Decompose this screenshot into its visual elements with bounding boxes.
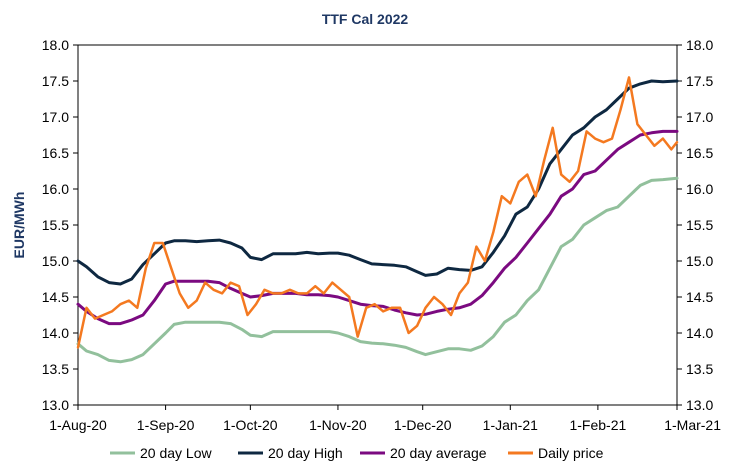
y-tick-label-left: 15.0 [42,253,69,269]
y-tick-label-left: 17.5 [42,73,69,89]
series-line-daily-price [76,76,679,349]
y-tick-label-right: 18.0 [686,37,713,53]
y-tick-label-left: 17.0 [42,109,69,125]
legend-label: 20 day High [268,445,343,461]
tick-labels: 13.0 13.0 13.5 13.5 14.0 14.0 14.5 14.5 15.0 15.0… [42,37,721,433]
y-tick-label-left: 18.0 [42,37,69,53]
legend: 20 day Low 20 day High 20 day average Daily… [110,445,604,461]
x-tick-label: 1-Nov-20 [309,417,367,433]
series-lines [76,76,679,364]
y-tick-label-right: 17.5 [686,73,713,89]
x-tick-label: 1-Dec-20 [394,417,452,433]
x-tick-label: 1-Mar-21 [664,417,721,433]
legend-label: 20 day Low [140,445,212,461]
series-line-20-day-high [76,79,679,286]
y-axis-label: EUR/MWh [11,192,27,259]
legend-label: 20 day average [390,445,487,461]
y-tick-label-right: 15.0 [686,253,713,269]
x-tick-label: 1-Aug-20 [49,417,107,433]
y-tick-label-right: 16.5 [686,145,713,161]
x-tick-label: 1-Oct-20 [223,417,278,433]
axes [73,44,682,410]
chart-title: TTF Cal 2022 [322,11,409,27]
y-tick-label-left: 14.0 [42,325,69,341]
y-tick-label-right: 17.0 [686,109,713,125]
y-tick-label-right: 14.5 [686,289,713,305]
y-tick-label-left: 13.0 [42,397,69,413]
y-tick-label-right: 14.0 [686,325,713,341]
legend-label: Daily price [538,445,604,461]
y-tick-label-right: 15.5 [686,217,713,233]
y-tick-label-right: 13.5 [686,361,713,377]
y-tick-label-left: 15.5 [42,217,69,233]
y-tick-label-left: 16.0 [42,181,69,197]
y-tick-label-left: 16.5 [42,145,69,161]
x-tick-label: 1-Sep-20 [137,417,195,433]
x-tick-label: 1-Jan-21 [483,417,538,433]
series-line-20-day-average [76,129,679,326]
y-tick-label-left: 14.5 [42,289,69,305]
y-tick-label-right: 16.0 [686,181,713,197]
y-tick-label-left: 13.5 [42,361,69,377]
series-line-20-day-low [76,176,679,364]
y-tick-label-right: 13.0 [686,397,713,413]
x-tick-label: 1-Feb-21 [569,417,626,433]
